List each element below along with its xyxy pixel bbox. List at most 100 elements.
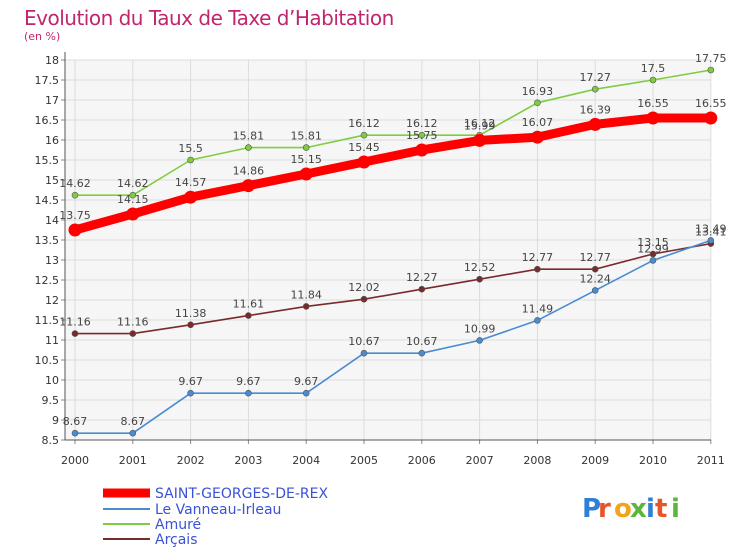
data-point — [71, 330, 79, 337]
data-point — [649, 257, 657, 264]
logo-letter: i — [671, 494, 680, 524]
data-label: 11.16 — [59, 316, 91, 329]
data-label: 11.84 — [290, 288, 322, 301]
y-tick-label: 12.5 — [35, 274, 60, 287]
data-label: 14.15 — [117, 193, 149, 206]
data-label: 16.07 — [522, 116, 554, 129]
data-label: 11.49 — [522, 302, 554, 315]
data-label: 15.5 — [178, 142, 203, 155]
logo-letter: t — [655, 494, 667, 524]
y-tick-label: 16.5 — [35, 114, 60, 127]
data-label: 15.81 — [233, 130, 265, 143]
data-point — [245, 389, 252, 397]
y-tick-label: 11.5 — [35, 314, 60, 327]
data-point — [646, 111, 660, 125]
data-point — [588, 117, 602, 131]
data-point — [187, 389, 194, 397]
data-label: 15.15 — [290, 153, 322, 166]
data-point — [302, 389, 310, 397]
x-tick-label: 2010 — [639, 454, 667, 467]
logo-letter: x — [630, 494, 647, 524]
series-line — [70, 113, 716, 235]
data-point — [360, 131, 368, 139]
data-label: 15.81 — [290, 130, 322, 143]
data-label: 17.27 — [579, 71, 611, 84]
data-label: 9.67 — [236, 375, 261, 388]
data-point — [649, 250, 657, 258]
data-point — [360, 295, 368, 303]
data-point — [707, 66, 715, 74]
chart-title: Evolution du Taux de Taxe d’Habitation — [24, 6, 394, 30]
y-tick-label: 18 — [45, 54, 59, 67]
data-point — [357, 155, 371, 169]
series-line — [74, 242, 712, 335]
logo-letter: i — [646, 494, 655, 524]
logo-letter: o — [614, 494, 632, 524]
data-point — [476, 275, 483, 283]
data-point — [591, 85, 599, 93]
data-label: 13.41 — [695, 226, 727, 239]
data-point — [649, 76, 657, 84]
data-point — [302, 144, 310, 151]
y-tick-label: 13 — [45, 254, 59, 267]
x-tick-label: 2001 — [119, 454, 147, 467]
data-point — [418, 285, 426, 293]
data-label: 15.75 — [406, 129, 438, 142]
data-label: 10.67 — [406, 335, 438, 348]
data-label: 16.39 — [579, 103, 611, 116]
y-tick-label: 15.5 — [35, 154, 60, 167]
y-tick-label: 9 — [52, 414, 59, 427]
data-point — [187, 156, 194, 164]
data-point — [299, 167, 313, 181]
y-tick-label: 17.5 — [35, 74, 60, 87]
data-label: 13.75 — [59, 209, 91, 222]
data-label: 12.77 — [522, 251, 554, 264]
data-point — [129, 330, 137, 337]
x-tick-label: 2005 — [350, 454, 378, 467]
y-tick-label: 17 — [45, 94, 59, 107]
plot-background — [65, 60, 711, 440]
data-label: 17.5 — [641, 62, 666, 75]
data-point — [187, 321, 194, 329]
y-tick-label: 9.5 — [42, 394, 60, 407]
data-point — [591, 265, 599, 273]
x-tick-label: 2009 — [581, 454, 609, 467]
data-point — [530, 130, 544, 144]
data-label: 16.12 — [464, 117, 496, 130]
data-label: 13.15 — [637, 236, 669, 249]
chart-unit: (en %) — [24, 30, 61, 43]
data-point — [245, 312, 252, 319]
data-label: 14.86 — [233, 165, 265, 178]
data-point — [71, 429, 79, 437]
series-line — [74, 239, 712, 435]
data-point — [184, 190, 198, 204]
data-point — [473, 133, 487, 147]
data-label: 14.62 — [117, 177, 149, 190]
x-tick-label: 2004 — [292, 454, 320, 467]
data-label: 10.67 — [348, 335, 380, 348]
data-label: 16.12 — [348, 117, 380, 130]
data-label: 12.02 — [348, 281, 380, 294]
data-point — [68, 223, 82, 237]
data-point — [534, 265, 541, 273]
y-tick-label: 16 — [45, 134, 59, 147]
data-point — [704, 111, 718, 125]
data-label: 9.67 — [178, 375, 203, 388]
logo-letter: r — [598, 494, 611, 524]
data-point — [418, 131, 426, 139]
y-tick-label: 13.5 — [35, 234, 60, 247]
data-label: 16.55 — [637, 97, 669, 110]
data-point — [302, 303, 310, 310]
data-label: 12.99 — [637, 242, 669, 255]
legend-label: Le Vanneau-Irleau — [155, 502, 281, 518]
data-label: 12.77 — [579, 251, 611, 264]
y-tick-label: 14.5 — [35, 194, 60, 207]
y-tick-label: 10.5 — [35, 354, 60, 367]
x-tick-label: 2006 — [408, 454, 436, 467]
y-tick-label: 12 — [45, 294, 59, 307]
y-tick-label: 11 — [45, 334, 59, 347]
legend-label: Amuré — [155, 517, 201, 533]
y-tick-label: 15 — [45, 174, 59, 187]
data-point — [591, 287, 599, 294]
